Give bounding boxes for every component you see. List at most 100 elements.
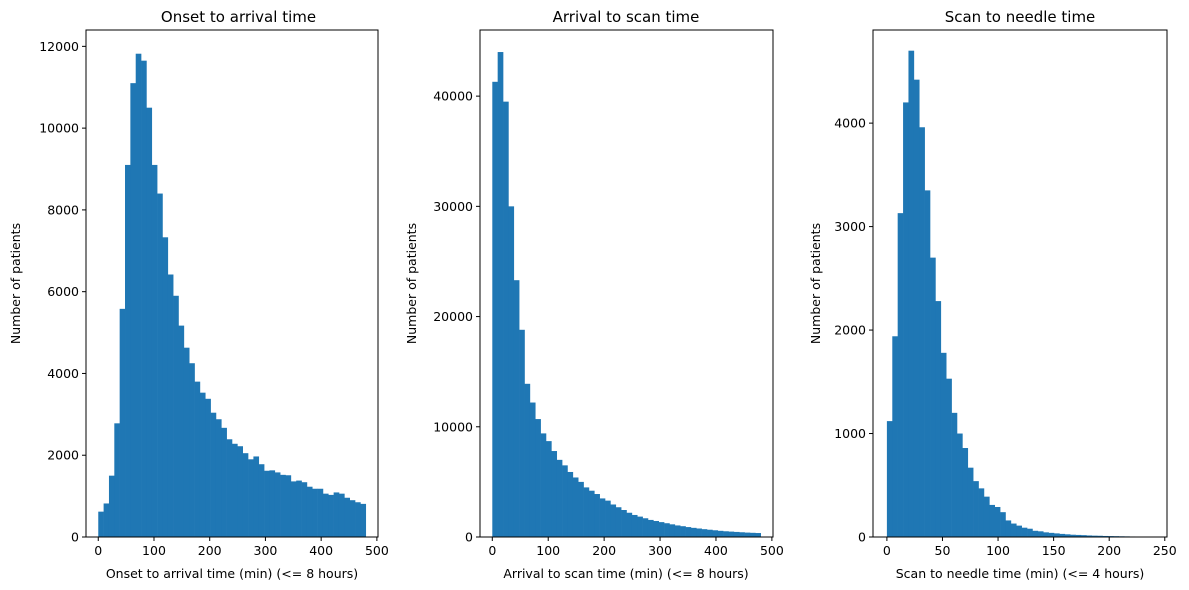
histogram-bar xyxy=(978,488,985,537)
histogram-bar xyxy=(1005,520,1012,537)
histogram-bar xyxy=(167,274,174,537)
histogram-bar xyxy=(578,481,584,537)
x-tick-label: 0 xyxy=(488,543,496,558)
y-tick-label: 30000 xyxy=(433,199,473,214)
histogram-bar xyxy=(1037,531,1044,537)
histogram-bar xyxy=(119,308,126,537)
histogram-bar xyxy=(733,531,740,537)
histogram-bar xyxy=(924,190,931,537)
histogram-bar xyxy=(739,532,745,537)
histogram-bar xyxy=(594,494,600,537)
y-axis-ticks: 0 2000 4000 6000 8000 10000 12000 xyxy=(39,39,86,545)
histogram-bar xyxy=(610,504,617,537)
histogram-bar xyxy=(492,81,498,538)
histogram-bar xyxy=(333,492,340,537)
histogram-bar xyxy=(497,52,504,537)
histogram-bar xyxy=(141,60,147,538)
histogram-bar xyxy=(108,475,115,537)
histogram-bar xyxy=(930,257,936,537)
y-tick-label: 6000 xyxy=(47,284,79,299)
histogram-bar xyxy=(1070,534,1076,537)
chart-title: Onset to arrival time xyxy=(161,8,316,26)
histogram-bar xyxy=(545,441,552,537)
histogram-bar xyxy=(962,448,969,537)
y-tick-label: 10000 xyxy=(39,121,79,136)
histogram-bar xyxy=(562,465,568,537)
histogram-bar xyxy=(301,482,308,537)
y-tick-label: 1000 xyxy=(834,426,866,441)
histogram-bar xyxy=(135,53,142,538)
y-tick-label: 4000 xyxy=(47,366,79,381)
y-tick-label: 10000 xyxy=(433,419,473,434)
histogram-bar xyxy=(226,439,233,537)
histogram-bar xyxy=(712,530,719,537)
histogram-bar xyxy=(1054,533,1060,537)
histogram-bar xyxy=(913,79,920,538)
histogram-bar xyxy=(248,459,254,537)
x-axis-ticks: 0 50 100 150 200 250 xyxy=(883,537,1177,558)
histogram-bar xyxy=(264,470,270,537)
x-axis-label: Scan to needle time (min) (<= 4 hours) xyxy=(896,566,1145,581)
x-tick-label: 0 xyxy=(94,543,102,558)
histogram-bar xyxy=(1048,532,1055,537)
histogram-bar xyxy=(680,526,686,537)
histogram-bar xyxy=(290,481,297,537)
histogram-bar xyxy=(626,512,633,537)
histogram-bar xyxy=(1080,535,1087,537)
histogram-bar xyxy=(130,83,137,538)
histogram-bar xyxy=(232,443,238,537)
histogram-bar xyxy=(664,523,670,537)
x-tick-label: 500 xyxy=(760,543,784,558)
x-axis-ticks: 0 100 200 300 400 500 xyxy=(488,537,784,558)
histogram-bar xyxy=(1000,512,1006,537)
histogram-bar xyxy=(642,518,649,537)
histogram-bar xyxy=(524,383,531,537)
histogram-bar xyxy=(994,506,1001,537)
histogram-bar xyxy=(529,402,536,537)
histogram-bar xyxy=(583,487,590,537)
histogram-bar xyxy=(690,527,697,537)
histogram-bar xyxy=(551,451,558,537)
x-tick-label: 400 xyxy=(309,543,333,558)
y-tick-label: 0 xyxy=(71,530,79,545)
y-tick-label: 8000 xyxy=(47,202,79,217)
histogram-bar xyxy=(312,488,318,537)
y-tick-label: 20000 xyxy=(433,309,473,324)
histogram-bar xyxy=(322,493,329,537)
histogram-bar xyxy=(983,496,990,537)
bars xyxy=(492,52,761,538)
chart-title: Arrival to scan time xyxy=(553,8,700,26)
histogram-bar xyxy=(615,507,622,537)
histogram-bar xyxy=(269,470,276,537)
histogram-bar xyxy=(599,498,606,537)
histogram-bar xyxy=(360,503,367,537)
histogram-bar xyxy=(355,502,361,537)
histogram-bar xyxy=(1091,535,1098,537)
histogram-bar xyxy=(956,433,963,537)
x-tick-label: 50 xyxy=(935,543,951,558)
histogram-bar xyxy=(338,493,345,537)
histogram-bar xyxy=(205,398,211,537)
x-tick-label: 300 xyxy=(648,543,672,558)
y-tick-label: 2000 xyxy=(47,448,79,463)
histogram-bar xyxy=(146,107,153,537)
scan-to-needle-panel: Scan to needle time 0 50 100 150 200 250 0 100… xyxy=(808,8,1177,581)
x-tick-label: 150 xyxy=(1042,543,1066,558)
histogram-bar xyxy=(114,423,120,537)
y-tick-label: 4000 xyxy=(834,116,866,131)
histogram-bar xyxy=(173,295,179,537)
histogram-bar xyxy=(1086,535,1093,537)
histogram-bar xyxy=(540,433,547,537)
histogram-bar xyxy=(1032,530,1039,537)
histogram-bar xyxy=(946,378,952,537)
histogram-bar xyxy=(973,481,979,537)
histogram-bar xyxy=(897,213,904,537)
axes-frame xyxy=(85,29,379,538)
histogram-bar xyxy=(685,527,692,537)
x-tick-label: 200 xyxy=(592,543,616,558)
y-axis-label: Number of patients xyxy=(404,223,419,344)
chart-title: Scan to needle time xyxy=(945,8,1096,26)
x-axis-ticks: 0 100 200 300 400 500 xyxy=(94,537,389,558)
histogram-bar xyxy=(674,525,681,537)
histogram-bar xyxy=(908,50,915,537)
